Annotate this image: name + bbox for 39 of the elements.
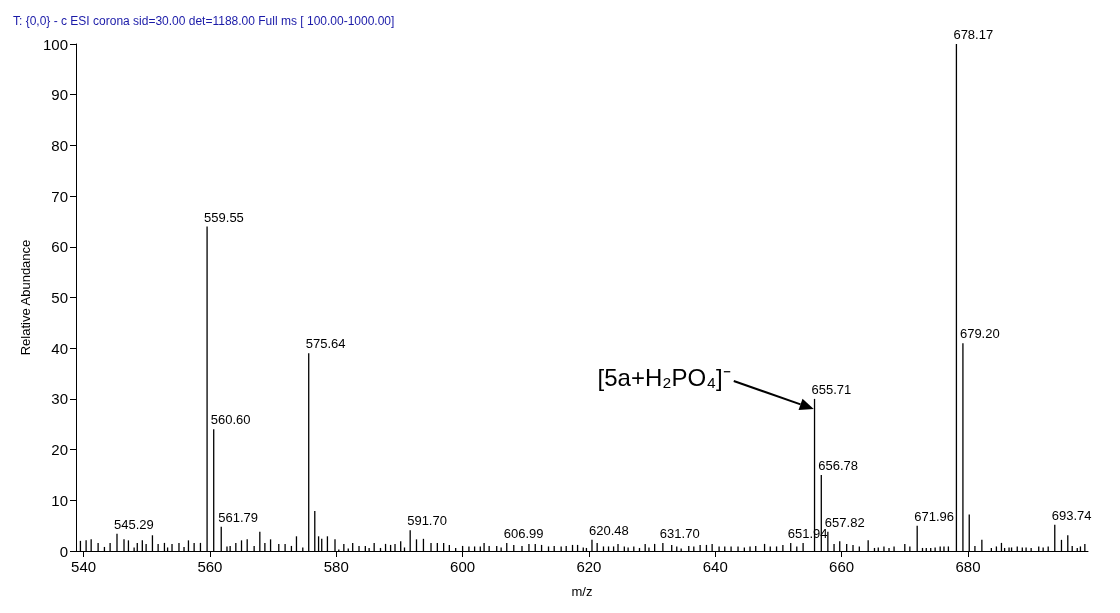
annotation: 560.60 xyxy=(210,412,251,428)
annotation: 656.78 xyxy=(818,457,859,473)
annotation: [5a+H₂PO₄]⁻ xyxy=(597,363,731,391)
x-tick-label: 580 xyxy=(323,558,349,575)
x-axis-title: m/z xyxy=(571,584,593,599)
y-tick-label: 20 xyxy=(51,441,68,459)
annotation: 678.17 xyxy=(953,27,994,42)
x-tick-label: 620 xyxy=(576,558,602,575)
annotation: 671.96 xyxy=(914,508,954,524)
annotation: 679.20 xyxy=(959,326,1000,342)
annotation: 631.70 xyxy=(659,525,700,541)
annotation: 545.29 xyxy=(114,516,154,532)
y-tick-label: 100 xyxy=(42,35,68,53)
y-tick-label: 80 xyxy=(51,136,68,154)
x-tick-label: 560 xyxy=(197,558,223,575)
annotation: 561.79 xyxy=(218,509,258,525)
y-tick-label: 10 xyxy=(51,491,68,509)
x-tick-label: 680 xyxy=(955,558,981,575)
annotation: 575.64 xyxy=(305,336,346,352)
annotation: 591.70 xyxy=(407,513,447,529)
x-tick-label: 640 xyxy=(702,558,728,575)
y-tick-label: 90 xyxy=(51,86,68,104)
y-axis-title: Relative Abundance xyxy=(18,239,33,356)
y-tick-label: 0 xyxy=(59,542,68,560)
x-tick-label: 540 xyxy=(71,558,97,575)
y-tick-label: 60 xyxy=(51,238,68,256)
y-tick-label: 50 xyxy=(51,289,68,306)
annotation: 693.74 xyxy=(1051,507,1092,523)
annotation: 559.55 xyxy=(204,209,244,225)
annotation: 620.48 xyxy=(588,522,629,538)
annotation: 657.82 xyxy=(824,514,865,530)
y-tick-label: 30 xyxy=(51,390,68,408)
x-tick-label: 600 xyxy=(450,558,476,575)
annotation: 606.99 xyxy=(503,525,544,541)
annotation: 655.71 xyxy=(811,381,852,397)
y-tick-label: 40 xyxy=(51,339,68,357)
chart-title: T: {0,0} - c ESI corona sid=30.00 det=1188.00 Full ms [ 100.00-1000.00] xyxy=(13,14,395,28)
y-tick-label: 70 xyxy=(51,187,68,205)
x-tick-label: 660 xyxy=(829,558,855,575)
